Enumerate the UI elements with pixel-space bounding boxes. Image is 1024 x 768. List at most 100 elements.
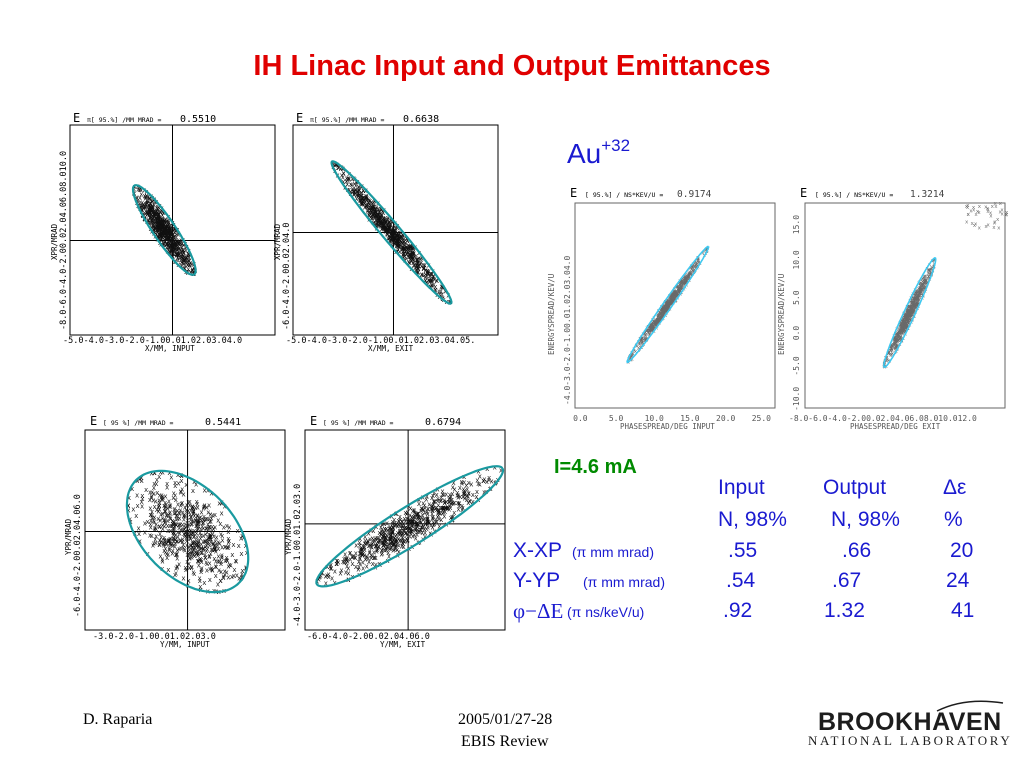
particle-point: x bbox=[235, 571, 239, 579]
particle-point: x bbox=[395, 224, 399, 232]
particle-point: x bbox=[904, 319, 908, 325]
particle-point: x bbox=[906, 317, 910, 323]
particle-point: x bbox=[908, 309, 912, 315]
particle-point: x bbox=[426, 519, 430, 527]
particle-point: x bbox=[440, 283, 444, 291]
particle-point: x bbox=[375, 218, 379, 226]
particle-point: x bbox=[178, 239, 182, 247]
row-input: .55 bbox=[728, 539, 758, 562]
particle-point: x bbox=[199, 508, 203, 516]
particle-point: x bbox=[984, 224, 988, 230]
particle-point: x bbox=[154, 209, 158, 217]
particle-point: x bbox=[665, 299, 669, 305]
particle-point: x bbox=[671, 291, 675, 297]
particle-point: x bbox=[410, 254, 414, 262]
particle-point: x bbox=[673, 293, 677, 299]
particle-point: x bbox=[144, 209, 148, 217]
particle-point: x bbox=[202, 579, 206, 587]
particle-point: x bbox=[162, 534, 166, 542]
particle-point: x bbox=[412, 513, 416, 521]
particle-point: x bbox=[363, 198, 367, 206]
particle-point: x bbox=[188, 554, 192, 562]
particle-point: x bbox=[156, 515, 160, 523]
particle-point: x bbox=[644, 336, 648, 342]
particle-point: x bbox=[921, 276, 925, 282]
particle-point: x bbox=[687, 273, 691, 279]
particle-point: x bbox=[400, 245, 404, 253]
particle-point: x bbox=[431, 492, 435, 500]
particle-point: x bbox=[199, 566, 203, 574]
particle-point: x bbox=[417, 514, 421, 522]
particle-point: x bbox=[897, 329, 901, 335]
particle-point: x bbox=[394, 536, 398, 544]
particle-point: x bbox=[382, 218, 386, 226]
particle-point: x bbox=[661, 309, 665, 315]
particle-point: x bbox=[360, 200, 364, 208]
particle-point: x bbox=[381, 223, 385, 231]
particle-point: x bbox=[912, 298, 916, 304]
particle-point: x bbox=[921, 279, 925, 285]
particle-point: x bbox=[381, 539, 385, 547]
particle-point: x bbox=[685, 275, 689, 281]
particle-point: x bbox=[894, 335, 898, 341]
particle-point: x bbox=[344, 555, 348, 563]
particle-point: x bbox=[200, 523, 204, 531]
particle-point: x bbox=[391, 541, 395, 549]
particle-point: x bbox=[658, 315, 662, 321]
particle-point: x bbox=[685, 279, 689, 285]
particle-point: x bbox=[192, 544, 196, 552]
particle-point: x bbox=[152, 223, 156, 231]
particle-point: x bbox=[151, 218, 155, 226]
particle-point: x bbox=[410, 252, 414, 260]
particle-point: x bbox=[923, 281, 927, 287]
particle-point: x bbox=[399, 232, 403, 240]
particle-point: x bbox=[677, 285, 681, 291]
particle-point: x bbox=[317, 575, 321, 583]
particle-point: x bbox=[923, 280, 927, 286]
x-tick-labels: -8.0-6.0-4.0-2.00.02.04.06.08.010.012.0 bbox=[789, 414, 977, 423]
particle-point: x bbox=[171, 517, 175, 525]
particle-point: x bbox=[661, 305, 665, 311]
particle-point: x bbox=[900, 324, 904, 330]
particle-point: x bbox=[429, 521, 433, 529]
particle-point: x bbox=[211, 540, 215, 548]
particle-point: x bbox=[145, 197, 149, 205]
particle-point: x bbox=[915, 300, 919, 306]
particle-point: x bbox=[916, 296, 920, 302]
particle-point: x bbox=[411, 527, 415, 535]
particle-point: x bbox=[648, 327, 652, 333]
particle-point: x bbox=[428, 270, 432, 278]
particle-point: x bbox=[999, 201, 1003, 207]
particle-point: x bbox=[665, 303, 669, 309]
particle-point: x bbox=[379, 530, 383, 538]
particle-point: x bbox=[468, 498, 472, 506]
particle-point: x bbox=[147, 209, 151, 217]
particle-point: x bbox=[913, 301, 917, 307]
particle-point: x bbox=[396, 529, 400, 537]
particle-point: x bbox=[145, 192, 149, 200]
particle-point: x bbox=[177, 245, 181, 253]
particle-point: x bbox=[673, 292, 677, 298]
particle-point: x bbox=[921, 283, 925, 289]
particle-point: x bbox=[440, 291, 444, 299]
particle-point: x bbox=[370, 215, 374, 223]
particle-point: x bbox=[662, 310, 666, 316]
particle-point: x bbox=[154, 221, 158, 229]
particle-point: x bbox=[150, 208, 154, 216]
particle-point: x bbox=[384, 224, 388, 232]
particle-point: x bbox=[157, 523, 161, 531]
particle-point: x bbox=[650, 324, 654, 330]
particle-point: x bbox=[426, 268, 430, 276]
particle-point: x bbox=[914, 297, 918, 303]
particle-point: x bbox=[159, 469, 163, 477]
particle-point: x bbox=[168, 501, 172, 509]
particle-point: x bbox=[907, 315, 911, 321]
particle-point: x bbox=[452, 479, 456, 487]
particle-point: x bbox=[358, 549, 362, 557]
particle-point: x bbox=[150, 202, 154, 210]
particle-point: x bbox=[171, 531, 175, 539]
particle-point: x bbox=[203, 537, 207, 545]
particle-point: x bbox=[356, 566, 360, 574]
particle-point: x bbox=[900, 321, 904, 327]
particle-point: x bbox=[669, 302, 673, 308]
